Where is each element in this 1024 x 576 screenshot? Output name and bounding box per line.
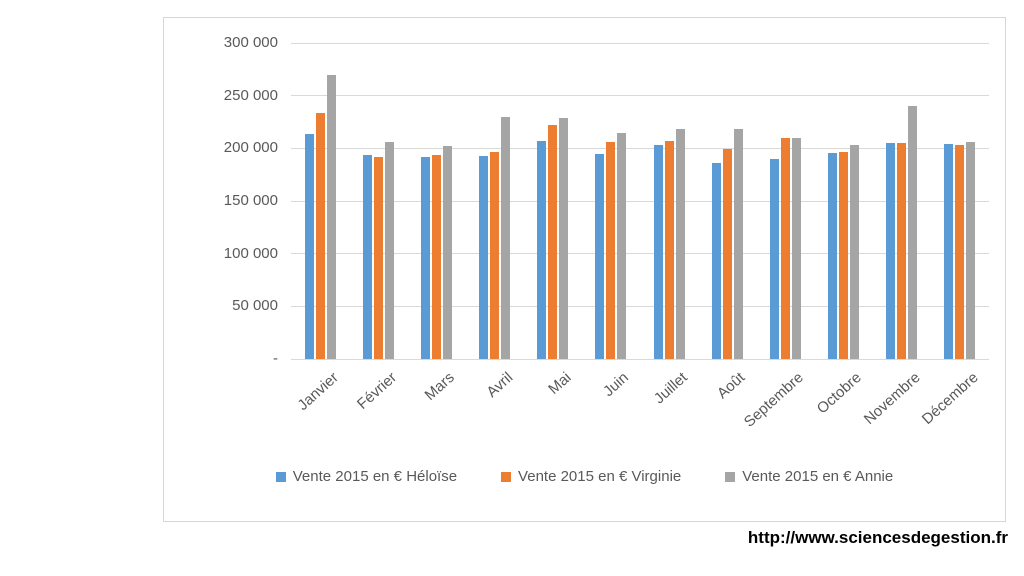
bar (897, 143, 907, 359)
bar (490, 151, 500, 359)
x-axis-tick-label: Août (714, 369, 749, 403)
bar (442, 146, 452, 359)
bar (501, 116, 511, 359)
gridline (291, 358, 989, 360)
bar-group-juillet (640, 43, 698, 359)
x-axis-tick-label: Décembre (918, 369, 982, 428)
bar-group-mars (407, 43, 465, 359)
bar-group-octobre (815, 43, 873, 359)
bar (479, 155, 489, 359)
bar (722, 149, 732, 359)
x-axis-tick-label: Novembre (860, 369, 924, 428)
bar (326, 74, 336, 359)
bar (548, 125, 558, 359)
bar (839, 151, 849, 359)
legend-swatch-icon (501, 471, 512, 482)
y-axis-tick-label: 200 000 (223, 139, 278, 157)
chart-legend: Vente 2015 en € Héloïse Vente 2015 en € V… (164, 468, 1005, 485)
bar-group-mai (524, 43, 582, 359)
bar (384, 142, 394, 359)
legend-swatch-icon (275, 471, 286, 482)
bar (304, 133, 314, 359)
bar (791, 137, 801, 359)
gridline (291, 200, 989, 202)
bar (559, 117, 569, 359)
x-axis-tick-label: Janvier (294, 369, 342, 414)
gridline (291, 95, 989, 97)
x-axis-tick-label: Mai (544, 369, 575, 398)
bar-group-décembre (931, 43, 989, 359)
bar (595, 153, 605, 359)
bar-group-novembre (873, 43, 931, 359)
gridline (291, 305, 989, 307)
bar-group-septembre (756, 43, 814, 359)
bar (606, 142, 616, 359)
plot-area: - 50 000 100 000 150 000 200 000 250 000 300 0… (224, 34, 989, 431)
bar (955, 145, 965, 359)
y-axis-tick-label: 50 000 (232, 297, 278, 315)
gridline (291, 147, 989, 149)
bar-group-août (698, 43, 756, 359)
x-axis-tick-label: Mars (421, 369, 458, 404)
gridline (291, 253, 989, 255)
chart-panel: - 50 000 100 000 150 000 200 000 250 000 300 0… (163, 17, 1006, 522)
bar-group-février (349, 43, 407, 359)
bar (733, 129, 743, 359)
gridline (291, 42, 989, 44)
bar (315, 112, 325, 359)
x-axis-tick-label: Juillet (650, 369, 691, 408)
x-axis-tick-label: Avril (483, 369, 516, 401)
bar (675, 129, 685, 359)
bar (886, 143, 896, 359)
x-axis-tick-label: Juin (600, 369, 633, 401)
bar (944, 144, 954, 359)
legend-label: Vente 2015 en € Annie (742, 468, 894, 485)
bar (537, 141, 547, 359)
bar (431, 154, 441, 359)
bar (780, 137, 790, 359)
bar (617, 132, 627, 359)
x-axis-tick-label: Septembre (740, 369, 807, 431)
legend-item: Vente 2015 en € Virginie (501, 468, 681, 485)
bar (850, 145, 860, 359)
bar (828, 152, 838, 359)
y-axis-tick-label: 150 000 (223, 192, 278, 209)
x-axis-tick-label: Février (353, 369, 400, 413)
y-axis-tick-label: - (273, 350, 278, 367)
bar-group-juin (582, 43, 640, 359)
legend-label: Vente 2015 en € Héloïse (292, 468, 458, 485)
bar (653, 145, 663, 359)
x-axis-tick-label: Octobre (813, 369, 865, 418)
legend-swatch-icon (725, 471, 736, 482)
bar (908, 106, 918, 359)
bar (373, 156, 383, 359)
source-url: http://www.sciencesdegestion.fr (747, 528, 1008, 547)
bar (362, 154, 372, 359)
bar (769, 158, 779, 359)
bar-group-janvier (291, 43, 349, 359)
legend-item: Vente 2015 en € Héloïse (275, 468, 458, 485)
bar (664, 141, 674, 359)
bar (966, 142, 976, 359)
bar-group-avril (466, 43, 524, 359)
y-axis-tick-label: 250 000 (223, 86, 278, 104)
bar (420, 156, 430, 359)
y-axis-tick-label: 300 000 (223, 34, 278, 51)
legend-label: Vente 2015 en € Virginie (518, 468, 682, 485)
legend-item: Vente 2015 en € Annie (725, 468, 893, 485)
bar (711, 163, 721, 359)
y-axis-tick-label: 100 000 (223, 244, 278, 262)
